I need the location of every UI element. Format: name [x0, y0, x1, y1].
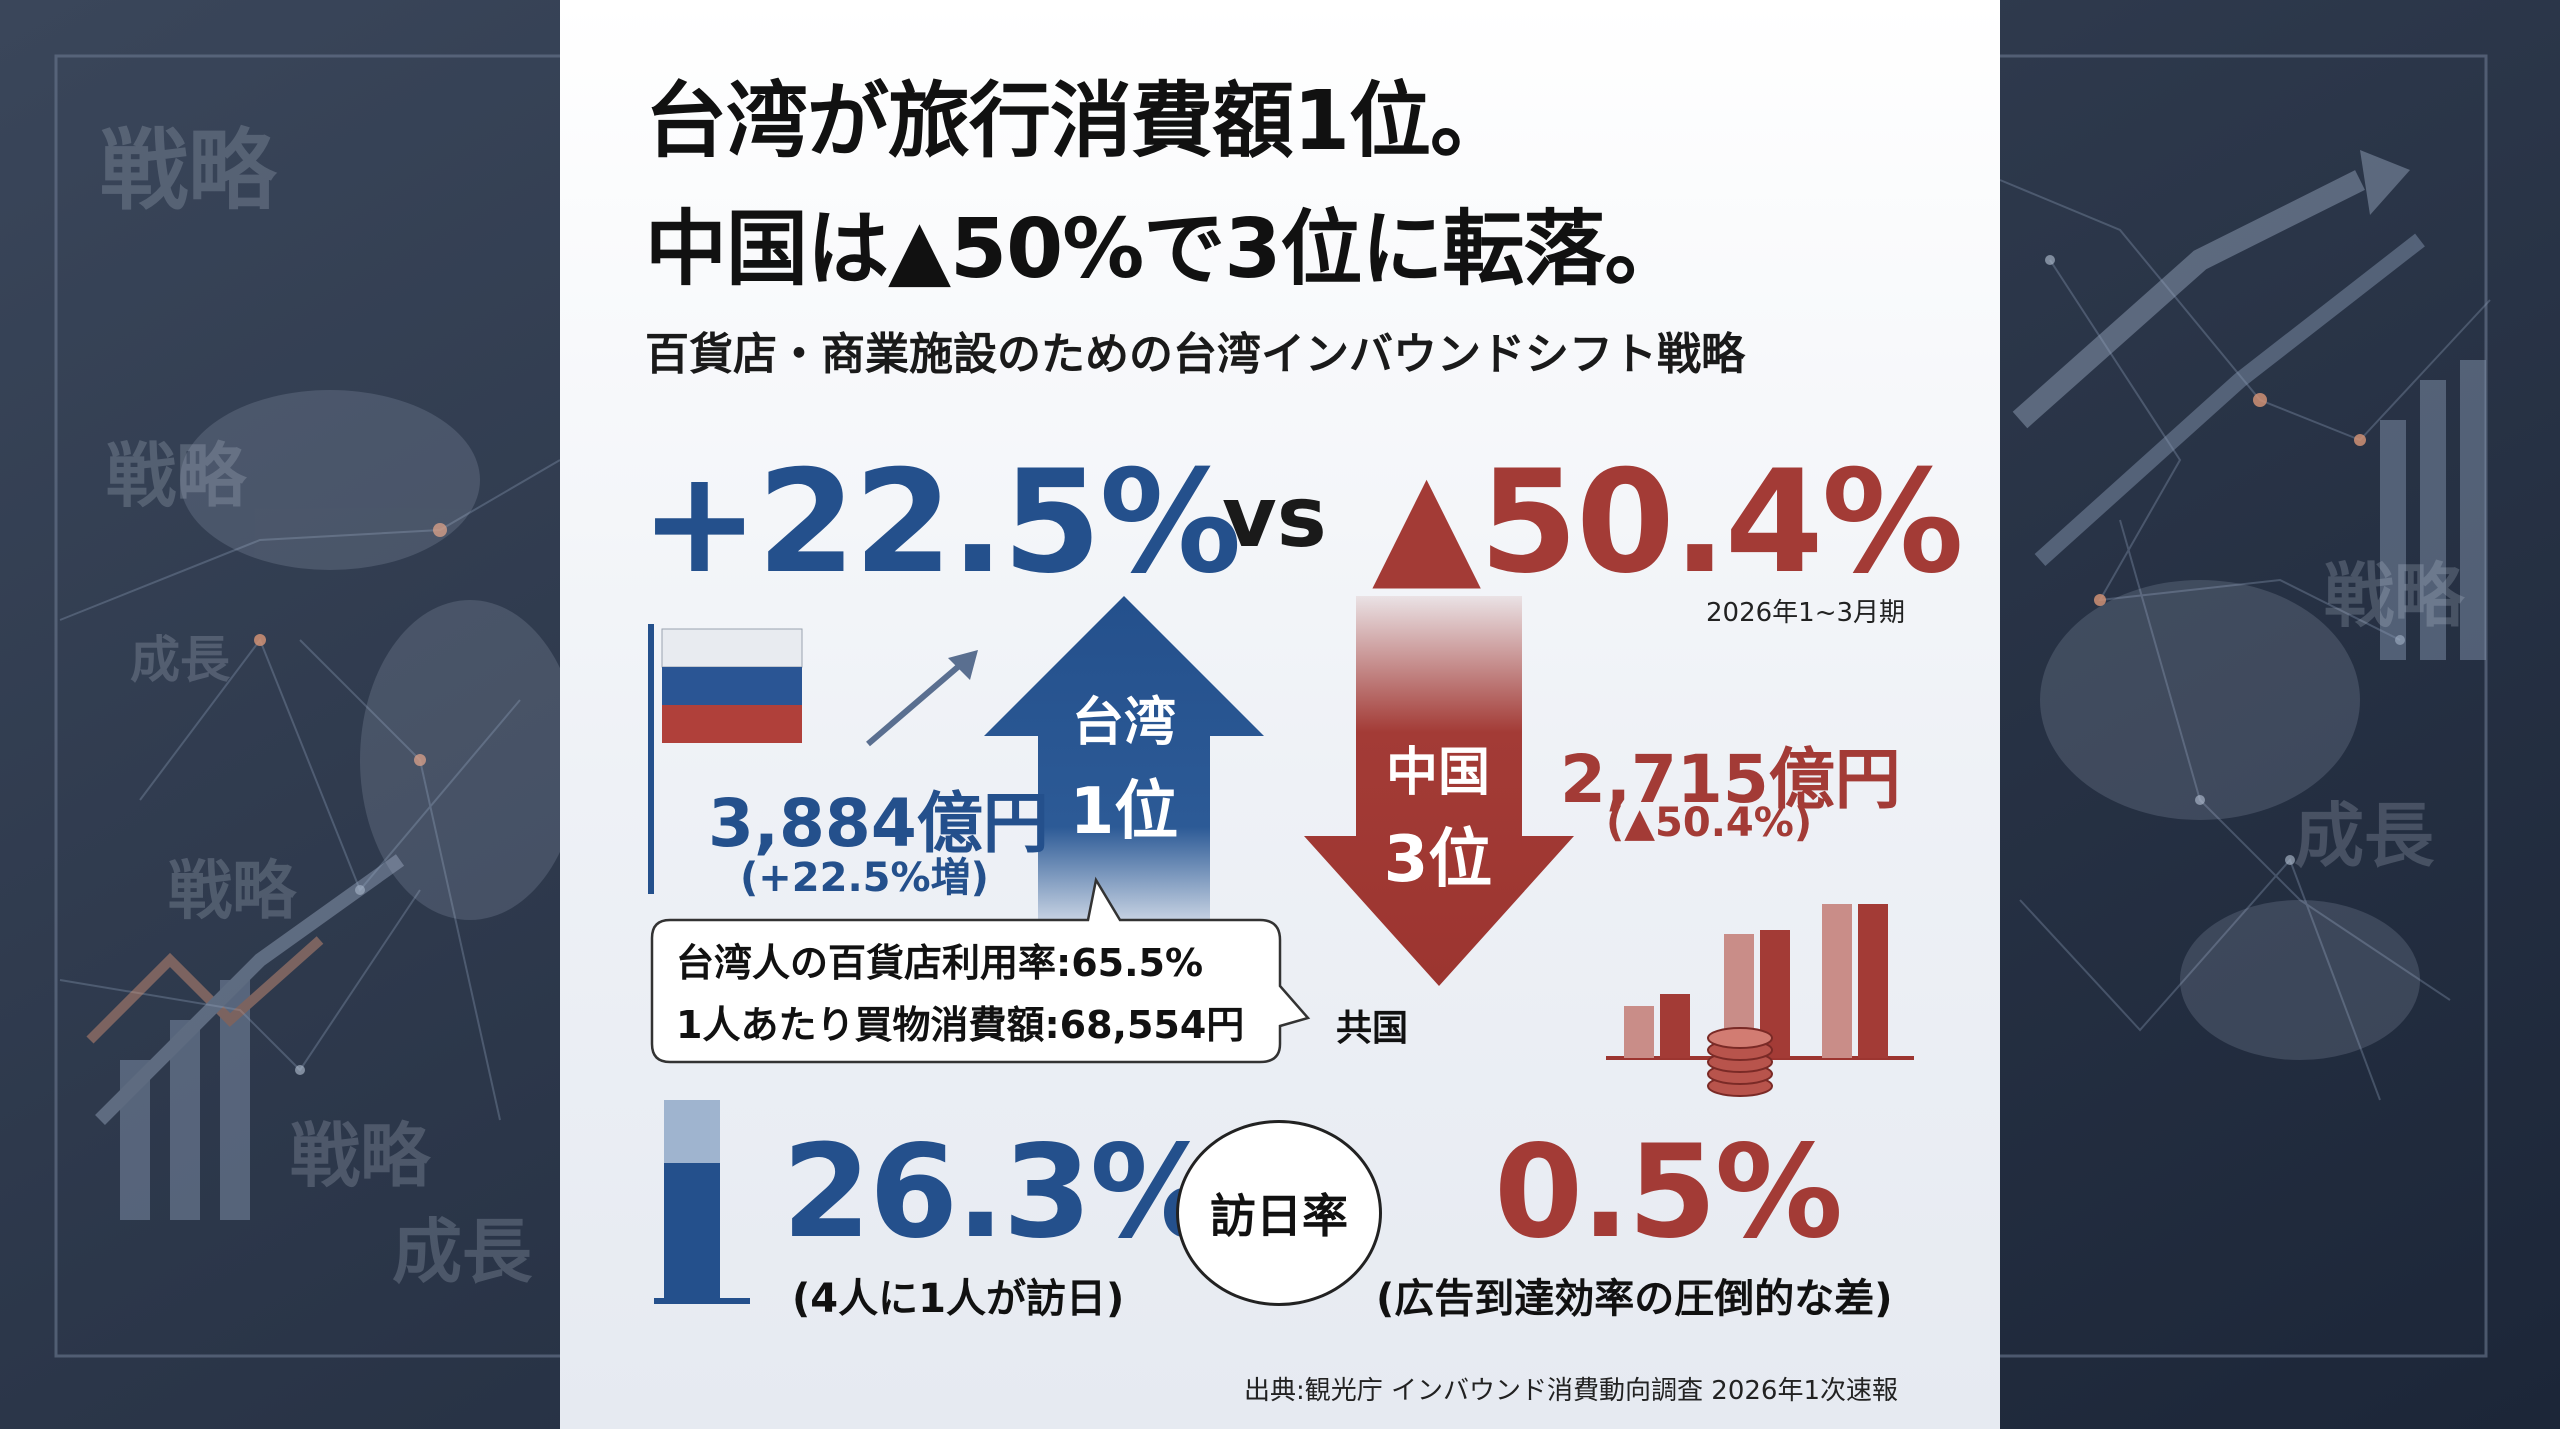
source-note: 出典:観光庁 インバウンド消費動向調査 2026年1次速報	[1244, 1376, 1898, 1406]
subtitle: 百貨店・商業施設のための台湾インバウンドシフト戦略	[645, 329, 1745, 380]
taiwan-change-value: +22.5%	[640, 440, 1242, 605]
vs-label: vs	[1222, 468, 1327, 566]
bg-word: 成長	[130, 631, 230, 689]
flag-icon	[648, 624, 978, 894]
taiwan-arrow-label: 台湾	[1071, 693, 1176, 753]
period-label: 2026年1~3月期	[1706, 598, 1906, 628]
bg-word: 戦略	[168, 855, 296, 929]
china-arrow-label: 中国	[1385, 743, 1490, 803]
taiwan-visit-note: (4人に1人が訪日)	[792, 1276, 1125, 1322]
china-visit-rate: 0.5%	[1494, 1118, 1843, 1267]
callout-box	[650, 876, 1311, 1064]
callout-usage-rate: 台湾人の百貨店利用率:65.5%	[676, 941, 1204, 985]
bg-word: 戦略	[100, 119, 277, 222]
bg-word: 戦略	[106, 435, 246, 517]
china-rank-label: 3位	[1383, 823, 1493, 897]
china-change-value: ▲50.4%	[1372, 440, 1964, 605]
bg-word: 成長	[392, 1211, 532, 1293]
visit-rate-gauge	[654, 1100, 752, 1304]
headline-line-2: 中国は▲50%で3位に転落。	[645, 202, 1686, 297]
china-visit-note: (広告到達効率の圧倒的な差)	[1376, 1276, 1893, 1322]
taiwan-amount-change: (+22.5%増)	[740, 855, 989, 901]
bg-word: 戦略	[2324, 555, 2464, 637]
down-arrow-icon	[1304, 596, 1574, 986]
headline-line-1: 台湾が旅行消費額1位。	[645, 74, 1512, 169]
taiwan-rank-label: 1位	[1069, 775, 1179, 849]
china-amount-change: (▲50.4%)	[1606, 800, 1813, 846]
callout-side-note: 共国	[1336, 1008, 1409, 1049]
bg-word: 戦略	[290, 1115, 430, 1197]
bar-chart-icon	[1606, 904, 1914, 1097]
taiwan-visit-rate: 26.3%	[782, 1118, 1218, 1267]
callout-spend-per-person: 1人あたり買物消費額:68,554円	[676, 1003, 1245, 1047]
up-arrow-icon	[984, 596, 1264, 926]
visit-rate-label: 訪日率	[1176, 1120, 1382, 1306]
bg-word: 成長	[2294, 795, 2434, 877]
china-amount: 2,715億円	[1560, 741, 1901, 818]
taiwan-amount: 3,884億円	[708, 785, 1049, 862]
